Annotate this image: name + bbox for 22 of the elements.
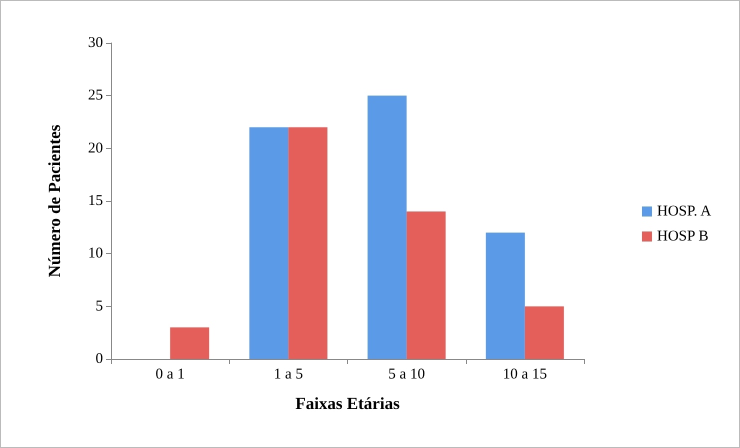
x-axis-title: Faixas Etárias: [295, 394, 400, 413]
bar: [170, 327, 210, 359]
y-tick-label: 5: [96, 298, 103, 314]
bar: [486, 232, 525, 359]
bar: [249, 127, 288, 359]
y-tick-label: 20: [88, 140, 103, 156]
legend-label: HOSP B: [656, 228, 709, 244]
y-axis-title: Número de Pacientes: [45, 124, 64, 278]
bar: [368, 96, 407, 359]
x-tick-label: 0 a 1: [156, 366, 185, 382]
y-tick-label: 10: [88, 246, 103, 262]
legend-label: HOSP. A: [656, 204, 712, 220]
y-tick-label: 30: [88, 35, 103, 51]
bar: [524, 306, 564, 359]
y-tick-label: 0: [96, 351, 103, 367]
x-tick-label: 1 a 5: [274, 366, 303, 382]
bar: [406, 212, 446, 359]
y-tick-label: 15: [88, 193, 103, 209]
x-tick-label: 10 a 15: [502, 366, 547, 382]
y-tick-label: 25: [88, 88, 103, 104]
bar: [288, 127, 328, 359]
x-tick-label: 5 a 10: [388, 366, 425, 382]
